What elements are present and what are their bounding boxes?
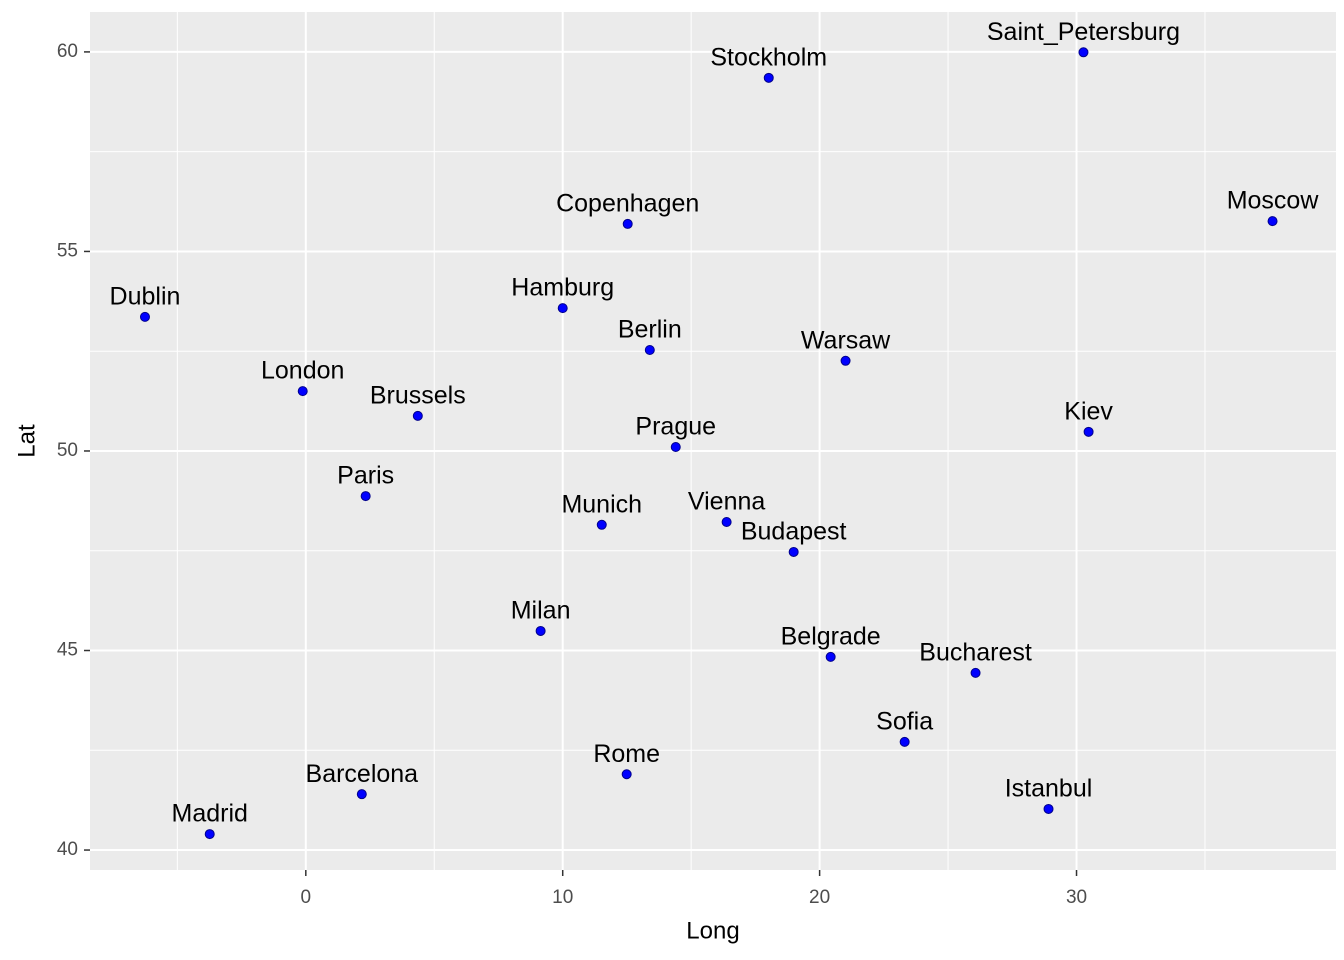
- point-label: Saint_Petersburg: [987, 18, 1180, 46]
- y-tick-label: 55: [57, 240, 78, 261]
- point-label: Paris: [337, 462, 394, 490]
- panel: [90, 12, 1336, 870]
- point: [139, 311, 150, 322]
- point-label: Munich: [561, 490, 642, 518]
- x-tick-label: 20: [809, 887, 830, 908]
- point-label: Madrid: [172, 800, 248, 828]
- x-tick-label: 30: [1066, 887, 1087, 908]
- point-label: Rome: [593, 740, 660, 768]
- point: [297, 386, 308, 397]
- point: [412, 410, 423, 421]
- point: [360, 491, 371, 502]
- point: [1083, 426, 1094, 437]
- point: [763, 72, 774, 83]
- point-label: Budapest: [741, 518, 847, 546]
- x-tick-label: 0: [301, 887, 312, 908]
- point-label: Milan: [511, 597, 571, 625]
- point-label: London: [261, 357, 344, 385]
- point-label: Vienna: [688, 488, 765, 516]
- y-axis-title: Lat: [13, 424, 40, 458]
- point-label: Hamburg: [511, 274, 614, 302]
- point: [899, 736, 910, 747]
- point: [621, 769, 632, 780]
- x-tick-label: 10: [552, 887, 573, 908]
- point: [1078, 47, 1089, 58]
- point: [596, 519, 607, 530]
- point: [970, 667, 981, 678]
- point-label: Copenhagen: [556, 190, 699, 218]
- y-tick-label: 45: [57, 640, 78, 661]
- point-label: Stockholm: [710, 43, 827, 71]
- point: [557, 303, 568, 314]
- point: [670, 441, 681, 452]
- point-label: Istanbul: [1005, 775, 1093, 803]
- point: [1267, 216, 1278, 227]
- point-label: Bucharest: [919, 638, 1032, 666]
- point: [721, 517, 732, 528]
- point-label: Warsaw: [801, 326, 891, 354]
- point-label: Barcelona: [306, 760, 419, 788]
- point: [1043, 803, 1054, 814]
- point: [840, 355, 851, 366]
- y-tick-label: 60: [57, 41, 78, 62]
- x-axis-title: Long: [686, 917, 739, 944]
- point-label: Berlin: [618, 316, 682, 344]
- point: [788, 546, 799, 557]
- point: [644, 345, 655, 356]
- point-label: Prague: [635, 413, 716, 441]
- y-tick-label: 40: [57, 839, 78, 860]
- point-label: Kiev: [1064, 397, 1113, 425]
- point-label: Moscow: [1227, 187, 1320, 215]
- y-tick-label: 50: [57, 440, 78, 461]
- point-label: Brussels: [370, 381, 466, 409]
- point-label: Sofia: [876, 708, 933, 736]
- point-label: Dublin: [110, 282, 181, 310]
- point: [622, 218, 633, 229]
- point: [825, 651, 836, 662]
- point-label: Belgrade: [781, 623, 881, 651]
- point: [356, 789, 367, 800]
- point: [535, 625, 546, 636]
- point: [204, 829, 215, 840]
